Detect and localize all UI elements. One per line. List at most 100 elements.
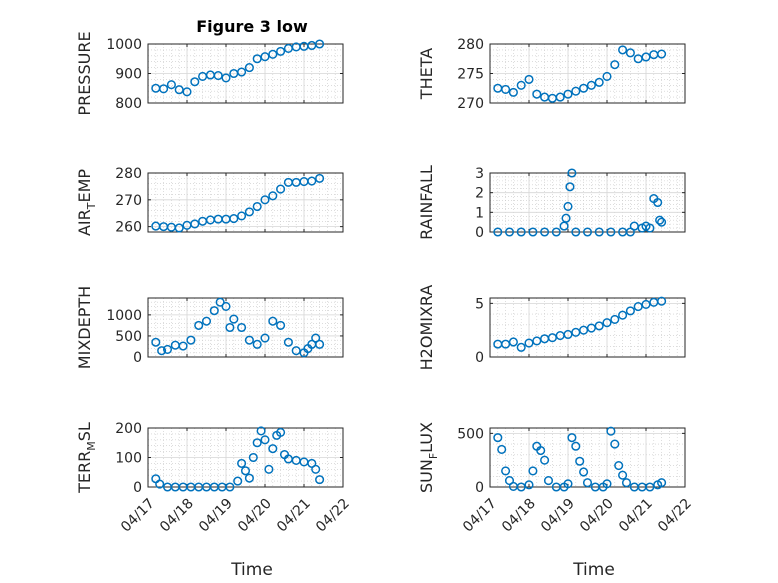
y-tick-label: 270 (115, 193, 142, 209)
data-point (244, 63, 254, 73)
y-axis-label: RAINFALL (417, 165, 436, 240)
plot-border (147, 297, 344, 358)
data-point (563, 89, 573, 99)
data-point (237, 211, 247, 221)
data-point (307, 176, 317, 186)
data-point (551, 227, 561, 237)
data-point (561, 213, 571, 223)
y-tick-label: 1000 (106, 37, 142, 53)
y-axis-label: PRESSURE (75, 31, 94, 115)
data-point (594, 77, 604, 87)
data-point (178, 341, 188, 351)
data-point (157, 346, 167, 356)
data-point (610, 314, 620, 325)
subplot-7: 0 100 200 04/17 04/18 04/19 04/20 04/21 04/22 TER… (75, 421, 353, 535)
data-point (225, 322, 235, 333)
data-point (493, 227, 503, 237)
y-tick-label: 100 (115, 451, 142, 467)
subplot-5: 0 500 1000 MIXDEPTH (75, 286, 344, 369)
subplot-2: 270 275 280 THETA (417, 37, 686, 112)
subplot-6: 0 5 H2OMIXRA (417, 285, 686, 371)
y-tick-label: 1000 (106, 308, 142, 324)
x-tick-label: 04/21 (616, 496, 656, 536)
data-point (182, 87, 192, 97)
data-point (276, 46, 286, 56)
y-tick-label: 3 (475, 166, 484, 182)
data-point (209, 306, 219, 316)
data-point (657, 49, 667, 59)
plot-area (147, 172, 344, 233)
data-point (315, 173, 325, 183)
data-point (524, 480, 534, 490)
data-point (657, 217, 667, 227)
data-point (571, 227, 581, 237)
subplot-3: 260 270 280 AIRTEMP (75, 166, 344, 236)
data-point (237, 322, 247, 333)
data-point (190, 77, 200, 87)
data-point (621, 478, 632, 488)
data-point (260, 52, 270, 62)
data-point (260, 195, 270, 205)
x-axis-label-right: Time (572, 560, 615, 580)
data-point (543, 476, 554, 486)
data-point (264, 464, 274, 474)
y-tick-label: 5 (475, 296, 484, 312)
data-point (618, 45, 628, 55)
y-axis-label: H2OMIXRA (417, 285, 436, 371)
data-point (315, 475, 325, 485)
data-point (244, 207, 254, 217)
x-tick-label: 04/21 (274, 496, 314, 536)
data-point (237, 458, 247, 468)
data-point (283, 337, 293, 347)
y-axis-label: MIXDEPTH (75, 286, 94, 369)
plot-area (489, 427, 686, 488)
data-point (528, 466, 538, 476)
data-point (315, 339, 325, 349)
y-tick-label: 280 (115, 166, 142, 182)
x-tick-label: 04/20 (577, 496, 617, 536)
data-point (594, 321, 604, 331)
x-tick-label: 04/18 (157, 496, 197, 536)
data-point (582, 478, 593, 488)
y-axis-label: THETA (417, 48, 436, 100)
data-point (516, 80, 526, 90)
plot-border (489, 297, 686, 358)
y-tick-label: 2 (475, 186, 484, 202)
y-tick-label: 1 (475, 205, 484, 221)
data-point (516, 342, 526, 352)
data-point (524, 74, 534, 84)
data-point (213, 71, 223, 81)
y-tick-label: 500 (457, 426, 484, 442)
x-tick-label: 04/19 (196, 496, 236, 536)
data-point (606, 227, 616, 237)
data-point (571, 86, 581, 96)
x-axis-label-left: Time (230, 560, 273, 580)
data-point (229, 314, 239, 324)
data-point (221, 73, 231, 83)
data-point (260, 333, 270, 343)
data-point (508, 87, 518, 97)
data-point (497, 444, 507, 455)
data-point (532, 89, 542, 99)
data-point (268, 444, 278, 454)
x-tick-label: 04/20 (235, 496, 275, 536)
plot-border (147, 427, 344, 488)
data-point (657, 478, 667, 488)
data-point (190, 219, 200, 229)
y-tick-label: 275 (457, 67, 484, 83)
data-point (162, 344, 173, 354)
data-point (536, 445, 546, 456)
data-point (186, 335, 196, 345)
subplot-4: 0 1 2 3 RAINFALL (417, 165, 686, 241)
data-point (240, 466, 251, 476)
data-point (256, 426, 266, 436)
data-point (563, 479, 573, 489)
y-tick-label: 500 (115, 329, 142, 345)
data-point (155, 479, 165, 489)
data-point (501, 466, 511, 476)
data-point (618, 470, 628, 480)
subplot-8: 0 500 04/17 04/18 04/19 04/20 04/21 04/22 SUNFLU… (417, 422, 695, 535)
x-tick-label: 04/17 (460, 496, 500, 536)
plot-border (147, 172, 344, 233)
data-point (260, 435, 270, 445)
